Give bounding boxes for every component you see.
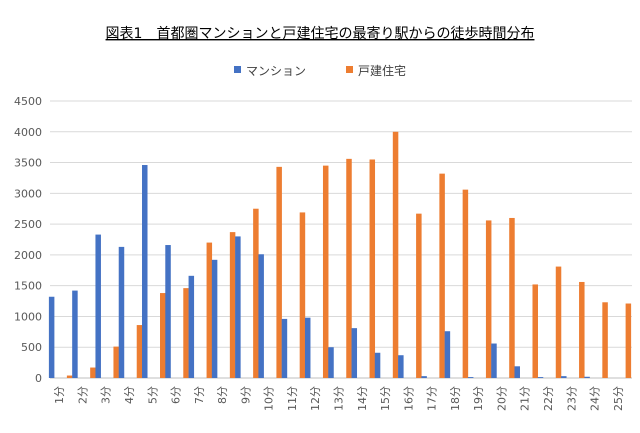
x-tick-label: 13分 bbox=[333, 386, 346, 411]
y-tick-label: 500 bbox=[21, 341, 42, 354]
bar-house bbox=[416, 213, 422, 378]
legend-label-house: 戸建住宅 bbox=[358, 63, 406, 78]
x-tick-label: 7分 bbox=[193, 386, 206, 404]
y-tick-label: 2000 bbox=[14, 249, 42, 262]
y-tick-label: 4500 bbox=[14, 95, 42, 108]
x-tick-label: 4分 bbox=[123, 386, 136, 404]
legend-label-condo: マンション bbox=[246, 64, 306, 78]
y-tick-label: 3500 bbox=[14, 157, 42, 170]
x-tick-label: 15分 bbox=[379, 386, 392, 411]
bar-condo bbox=[281, 318, 288, 378]
bars bbox=[48, 131, 632, 378]
legend-swatch-condo bbox=[234, 66, 241, 73]
bar-condo bbox=[374, 352, 381, 378]
bar-house bbox=[276, 166, 282, 378]
bar-condo bbox=[304, 317, 311, 378]
bar-house bbox=[579, 281, 585, 378]
legend: マンション 戸建住宅 bbox=[234, 63, 406, 78]
bar-condo bbox=[467, 377, 474, 378]
bar-house bbox=[253, 208, 259, 378]
bar-condo bbox=[258, 254, 264, 378]
x-tick-label: 11分 bbox=[286, 386, 299, 411]
y-tick-label: 4000 bbox=[14, 126, 42, 139]
x-tick-label: 24分 bbox=[589, 386, 602, 411]
bar-house bbox=[439, 173, 445, 378]
x-tick-label: 1分 bbox=[53, 386, 66, 404]
bar-house bbox=[462, 189, 469, 378]
x-tick-label: 14分 bbox=[356, 386, 369, 411]
x-tick-label: 17分 bbox=[426, 386, 439, 411]
y-tick-label: 1500 bbox=[14, 280, 42, 293]
bar-house bbox=[322, 165, 329, 378]
bar-house bbox=[160, 293, 166, 378]
bar-house bbox=[532, 284, 538, 378]
bar-condo bbox=[328, 347, 334, 378]
x-tick-label: 12分 bbox=[309, 386, 322, 411]
x-tick-label: 6分 bbox=[170, 386, 183, 404]
bar-condo bbox=[351, 328, 358, 378]
bar-condo bbox=[491, 343, 497, 378]
bar-house bbox=[136, 325, 143, 378]
x-tick-label: 9分 bbox=[239, 386, 252, 404]
bar-condo bbox=[561, 376, 567, 378]
x-tick-label: 8分 bbox=[216, 386, 229, 404]
x-tick-label: 21分 bbox=[519, 386, 532, 411]
bar-house bbox=[113, 346, 119, 378]
bar-house bbox=[183, 288, 189, 378]
bar-house bbox=[625, 303, 632, 378]
bar-condo bbox=[514, 366, 520, 378]
bar-house bbox=[206, 242, 213, 378]
bar-house bbox=[509, 217, 515, 378]
bar-house bbox=[90, 367, 96, 378]
bar-condo bbox=[421, 376, 427, 378]
bar-condo bbox=[118, 246, 125, 378]
bar-condo bbox=[142, 165, 148, 378]
bar-condo bbox=[398, 355, 404, 378]
x-tick-label: 23分 bbox=[565, 386, 578, 411]
bar-condo bbox=[211, 259, 218, 378]
y-tick-label: 3000 bbox=[14, 187, 42, 200]
y-tick-label: 2500 bbox=[14, 218, 42, 231]
x-tick-label: 25分 bbox=[612, 386, 625, 411]
bar-condo bbox=[235, 236, 241, 378]
x-axis-ticks: 1分 2分 3分 4分 5分 6分 7分 8分 9分 10分 11分 12分 13分 14分 15分 16分 1… bbox=[53, 386, 625, 411]
bar-house bbox=[485, 220, 492, 378]
y-tick-label: 1000 bbox=[14, 310, 42, 323]
x-tick-label: 22分 bbox=[542, 386, 555, 411]
x-tick-label: 18分 bbox=[449, 386, 462, 411]
bar-condo bbox=[165, 245, 171, 378]
bar-condo bbox=[72, 290, 78, 378]
bar-condo bbox=[188, 275, 195, 378]
bar-house bbox=[369, 159, 376, 378]
chart-title: 図表1 首都圏マンションと戸建住宅の最寄り駅からの徒歩時間分布 bbox=[106, 25, 535, 42]
bar-house bbox=[392, 131, 399, 378]
x-tick-label: 16分 bbox=[402, 386, 415, 411]
bar-condo bbox=[95, 234, 101, 378]
bar-condo bbox=[537, 377, 544, 378]
bar-condo bbox=[444, 331, 451, 378]
x-tick-label: 10分 bbox=[263, 386, 276, 411]
bar-house bbox=[299, 212, 306, 378]
bar-house bbox=[555, 266, 562, 378]
legend-swatch-house bbox=[346, 66, 353, 73]
bar-house bbox=[346, 158, 352, 378]
bar-house bbox=[229, 232, 236, 378]
y-tick-label: 0 bbox=[35, 372, 42, 385]
y-axis-ticks: 0 500 1000 1500 2000 2500 3000 3500 4000 4500 bbox=[14, 95, 42, 385]
x-tick-label: 19分 bbox=[472, 386, 485, 411]
bar-condo bbox=[48, 296, 55, 378]
x-tick-label: 3分 bbox=[100, 386, 113, 404]
bar-house bbox=[66, 375, 73, 378]
x-tick-label: 2分 bbox=[76, 386, 89, 404]
bar-condo bbox=[584, 376, 590, 378]
bar-house bbox=[602, 302, 608, 378]
x-tick-label: 20分 bbox=[495, 386, 508, 411]
x-tick-label: 5分 bbox=[146, 386, 159, 404]
